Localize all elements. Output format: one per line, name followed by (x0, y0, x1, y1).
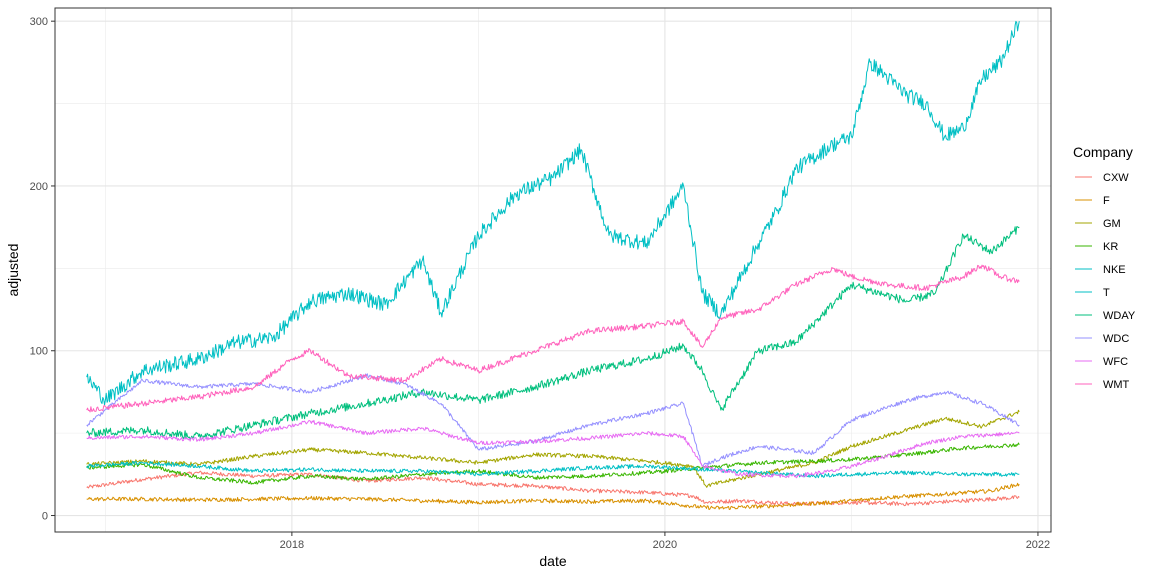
y-axis-title: adjusted (5, 244, 21, 297)
legend-label-nke: NKE (1103, 264, 1126, 276)
series-lines (86, 20, 1020, 510)
x-tick-label: 2020 (653, 539, 677, 551)
y-tick-label: 200 (30, 181, 48, 193)
series-line-wfc (86, 419, 1020, 479)
legend-label-gm: GM (1103, 218, 1121, 230)
series-line-wdc (86, 373, 1020, 467)
legend-label-wmt: WMT (1103, 379, 1130, 391)
legend-title: Company (1073, 144, 1133, 160)
series-line-nke (86, 20, 1020, 406)
legend-label-kr: KR (1103, 241, 1118, 253)
series-line-wmt (86, 264, 1020, 413)
y-tick-label: 0 (42, 511, 48, 523)
legend-label-wday: WDAY (1103, 310, 1136, 322)
series-line-t (86, 460, 1020, 479)
legend-label-t: T (1103, 287, 1110, 299)
plot-panel-border (54, 7, 1052, 533)
axis-ticks: 2018 2020 2022 0 100 200 300 (30, 16, 1051, 551)
x-tick-label: 2018 (280, 539, 304, 551)
legend-label-f: F (1103, 195, 1110, 207)
series-line-kr (86, 442, 1020, 485)
legend-items: CXW F GM KR NKE T WDAY WDC WFC WMT (1075, 172, 1136, 391)
legend-label-wfc: WFC (1103, 356, 1128, 368)
legend-label-wdc: WDC (1103, 333, 1129, 345)
y-tick-label: 100 (30, 346, 48, 358)
x-tick-label: 2022 (1026, 539, 1050, 551)
y-tick-label: 300 (30, 16, 48, 28)
legend: Company CXW F GM KR NKE T WDAY WDC WFC WMT (1073, 144, 1136, 391)
series-line-gm (86, 409, 1020, 488)
series-line-wday (86, 226, 1020, 440)
legend-label-cxw: CXW (1103, 172, 1129, 184)
series-line-f (86, 482, 1020, 510)
series-line-cxw (86, 470, 1020, 507)
x-axis-title: date (539, 553, 566, 569)
